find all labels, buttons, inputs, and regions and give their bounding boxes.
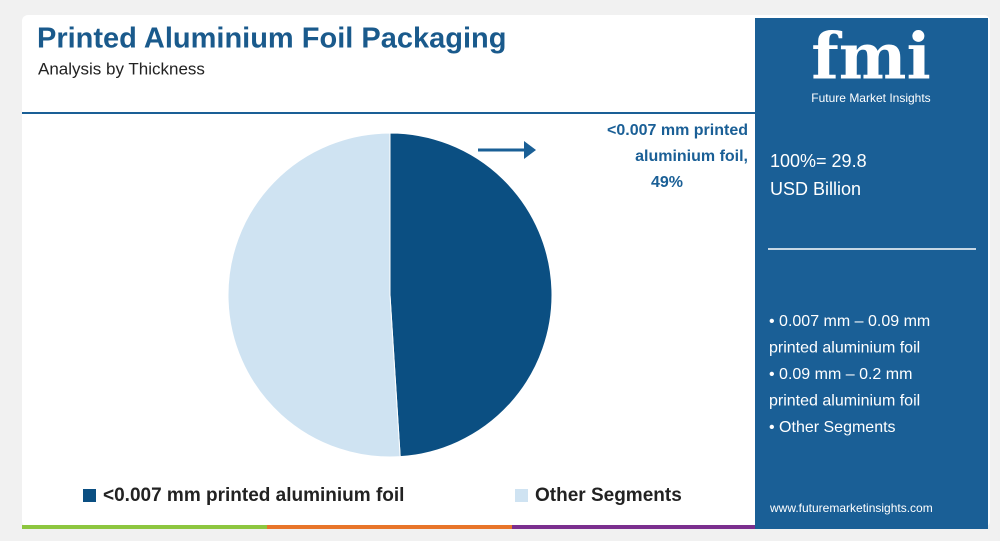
legend-swatch	[83, 489, 96, 502]
total: 100%= 29.8	[770, 151, 867, 171]
legend-swatch	[515, 489, 528, 502]
legend-label: <0.007 mm printed aluminium foil	[103, 485, 404, 506]
segment-list: • 0.09 mm – 0.2 mm	[769, 366, 912, 383]
chart-title: Printed Aluminium Foil Packaging	[37, 23, 506, 55]
segment-list: printed aluminium foil	[769, 340, 920, 357]
pie-slice	[389, 132, 553, 458]
website: www.futuremarketinsights.com	[769, 501, 933, 515]
segment-list: printed aluminium foil	[769, 393, 920, 410]
segment-list: • 0.007 mm – 0.09 mm	[769, 313, 930, 330]
strip	[755, 525, 988, 529]
logo: fmi	[811, 20, 931, 95]
chart-subtitle: Analysis by Thickness	[38, 59, 205, 78]
unit: USD Billion	[770, 179, 861, 199]
strip	[512, 525, 755, 529]
legend-label: Other Segments	[535, 485, 682, 506]
annotation: <0.007 mm printed	[607, 122, 748, 139]
side-panel	[755, 18, 988, 525]
annotation: aluminium foil,	[635, 148, 748, 165]
strip	[267, 525, 512, 529]
pie-slice	[227, 132, 401, 458]
strip	[22, 525, 267, 529]
brand: Future Market Insights	[811, 91, 930, 105]
segment-list: • Other Segments	[769, 419, 896, 436]
value-label: 49%	[651, 174, 683, 191]
arrow-head	[524, 141, 536, 159]
